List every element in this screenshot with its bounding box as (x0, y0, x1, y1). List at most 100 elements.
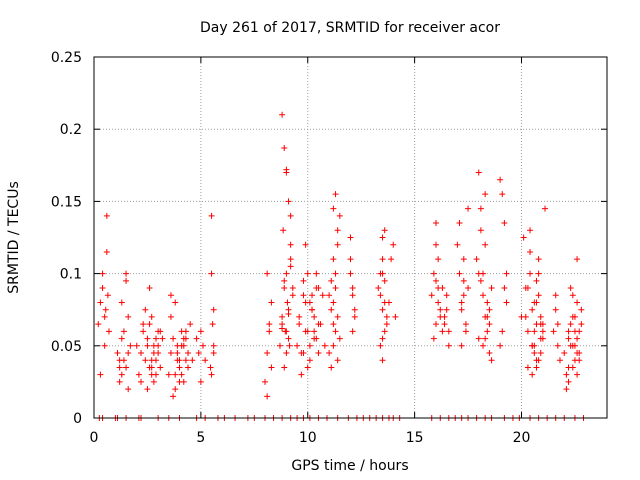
data-point (531, 350, 538, 357)
data-point (294, 342, 301, 349)
data-point (390, 241, 397, 248)
data-point (285, 311, 292, 318)
data-point (433, 321, 439, 328)
data-point (281, 364, 288, 371)
data-point (101, 342, 108, 349)
data-point (182, 357, 189, 364)
data-point (482, 191, 489, 198)
data-point (210, 342, 217, 349)
data-point (379, 234, 386, 241)
data-point (178, 328, 185, 335)
data-point (330, 299, 337, 306)
data-point (306, 357, 313, 364)
data-point (208, 270, 215, 277)
data-point (458, 299, 465, 306)
data-point (172, 386, 179, 393)
y-axis-label: SRMTID / TECUs (6, 181, 22, 294)
data-point (520, 234, 527, 241)
data-point (503, 270, 510, 277)
data-point (571, 342, 578, 349)
data-point (313, 270, 320, 277)
data-point (569, 313, 576, 320)
data-point (552, 306, 559, 313)
data-point (533, 364, 540, 371)
data-point (135, 371, 142, 378)
data-point (435, 256, 442, 263)
data-point (326, 292, 333, 299)
data-point (182, 335, 189, 342)
data-point (287, 263, 294, 270)
data-point (428, 292, 435, 299)
data-point (379, 357, 386, 364)
axis-ticks: 0 0.05 0.1 0.15 0.2 0.25 0 5 10 15 20 (51, 50, 607, 446)
data-point (445, 328, 452, 335)
data-point (148, 364, 155, 371)
data-point (433, 220, 439, 227)
data-point (330, 342, 337, 349)
data-point (460, 277, 467, 284)
data-point (125, 386, 132, 393)
data-point (349, 292, 356, 299)
data-point (462, 321, 469, 328)
data-point (264, 270, 271, 277)
data-point (140, 328, 147, 335)
data-point (176, 357, 183, 364)
data-point (189, 357, 196, 364)
data-point (146, 321, 153, 328)
data-point (165, 371, 172, 378)
data-point (488, 357, 495, 364)
data-point (347, 234, 354, 241)
data-point (281, 144, 288, 151)
x-tick-label: 15 (406, 430, 424, 446)
data-point (524, 285, 531, 292)
data-point (334, 227, 341, 234)
data-point (264, 350, 271, 357)
data-point (157, 364, 164, 371)
data-point (328, 277, 335, 284)
data-point (522, 313, 529, 320)
data-point (208, 212, 215, 219)
data-point (140, 321, 147, 328)
data-point (127, 342, 134, 349)
data-point (486, 321, 493, 328)
data-point (484, 299, 491, 306)
x-tick-label: 20 (513, 430, 531, 446)
data-point (473, 256, 480, 263)
data-point (286, 342, 293, 349)
data-point (172, 299, 179, 306)
data-point (477, 227, 484, 234)
data-point (118, 299, 125, 306)
data-point (465, 285, 472, 292)
data-point (497, 342, 504, 349)
data-point (319, 292, 326, 299)
data-point (458, 306, 465, 313)
data-point (486, 306, 493, 313)
data-point (499, 328, 506, 335)
data-point (311, 328, 318, 335)
data-point (443, 306, 450, 313)
y-tick-label: 0.1 (60, 267, 82, 283)
data-point (123, 270, 130, 277)
data-point (574, 256, 581, 263)
data-point (176, 378, 183, 385)
data-point (475, 169, 482, 176)
data-point (563, 371, 570, 378)
data-point (503, 299, 510, 306)
data-point (351, 313, 358, 320)
data-point (167, 292, 174, 299)
data-point (264, 393, 271, 400)
data-point (563, 386, 570, 393)
data-point (535, 270, 542, 277)
data-point (152, 357, 159, 364)
y-tick-label: 0.15 (51, 194, 82, 210)
data-point (328, 306, 335, 313)
data-point (266, 321, 273, 328)
data-point (439, 285, 446, 292)
data-point (550, 328, 557, 335)
data-point (313, 335, 320, 342)
data-point (347, 270, 354, 277)
data-point (148, 371, 155, 378)
data-point (379, 256, 386, 263)
data-point (142, 306, 149, 313)
data-point (309, 306, 316, 313)
